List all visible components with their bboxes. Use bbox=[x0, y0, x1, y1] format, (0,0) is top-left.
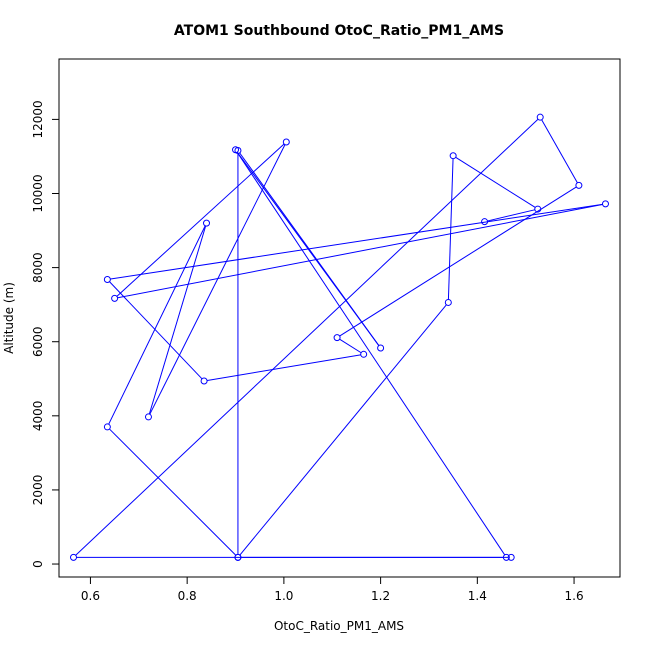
series-line-segment bbox=[236, 152, 505, 555]
data-point bbox=[203, 219, 211, 227]
data-point bbox=[144, 413, 152, 421]
y-tick-label: 12000 bbox=[31, 100, 45, 138]
series-line-segment bbox=[75, 119, 539, 556]
data-point bbox=[481, 218, 489, 226]
series-line-segment bbox=[447, 158, 454, 300]
series-line-segment bbox=[339, 338, 362, 354]
y-tick-label: 4000 bbox=[31, 401, 45, 432]
series-line-segment bbox=[109, 428, 237, 556]
series-line-segment bbox=[207, 354, 361, 381]
series-line-segment bbox=[455, 156, 536, 208]
data-point bbox=[103, 423, 111, 431]
data-point bbox=[449, 152, 457, 160]
y-tick-label: 8000 bbox=[31, 252, 45, 283]
data-point bbox=[111, 294, 119, 302]
data-point bbox=[601, 200, 609, 208]
y-tick-label: 0 bbox=[31, 560, 45, 568]
series-line-segment bbox=[110, 203, 603, 280]
data-point bbox=[103, 275, 111, 283]
data-series bbox=[70, 113, 609, 561]
y-axis-label: Altitude (m) bbox=[2, 282, 16, 354]
data-point bbox=[502, 553, 510, 561]
x-tick-label: 0.8 bbox=[178, 589, 197, 603]
series-line-segment bbox=[487, 209, 535, 222]
x-tick-label: 1.6 bbox=[565, 589, 584, 603]
data-point bbox=[282, 138, 290, 146]
data-point bbox=[534, 205, 542, 213]
x-tick-label: 1.2 bbox=[371, 589, 390, 603]
series-line-segment bbox=[109, 281, 203, 380]
series-line-segment bbox=[239, 152, 380, 346]
chart-title: ATOM1 Southbound OtoC_Ratio_PM1_AMS bbox=[174, 23, 504, 39]
series-line-segment bbox=[148, 226, 207, 415]
data-point bbox=[360, 350, 368, 358]
data-point bbox=[234, 147, 242, 155]
data-point bbox=[333, 334, 341, 342]
y-tick-label: 6000 bbox=[31, 326, 45, 357]
series-line-segment bbox=[541, 119, 578, 183]
data-point bbox=[575, 181, 583, 189]
x-tick-label: 1.4 bbox=[468, 589, 487, 603]
x-axis-label: OtoC_Ratio_PM1_AMS bbox=[274, 619, 404, 633]
series-line-segment bbox=[108, 225, 206, 425]
x-tick-label: 0.6 bbox=[81, 589, 100, 603]
data-point bbox=[200, 377, 208, 385]
data-point bbox=[536, 113, 544, 121]
series-line-segment bbox=[116, 143, 285, 297]
y-axis: 0 2000 4000 6000 8000 10000 12000 bbox=[31, 100, 60, 568]
data-point bbox=[507, 553, 515, 561]
data-point bbox=[70, 553, 78, 561]
data-point bbox=[234, 553, 242, 561]
y-tick-label: 2000 bbox=[31, 475, 45, 506]
data-point bbox=[377, 344, 385, 352]
x-tick-label: 1.0 bbox=[274, 589, 293, 603]
y-tick-label: 10000 bbox=[31, 174, 45, 212]
series-line-segment bbox=[239, 304, 447, 556]
x-axis: 0.6 0.8 1.0 1.2 1.4 1.6 bbox=[81, 576, 584, 603]
data-point bbox=[444, 298, 452, 306]
series-line-segment bbox=[117, 203, 603, 299]
